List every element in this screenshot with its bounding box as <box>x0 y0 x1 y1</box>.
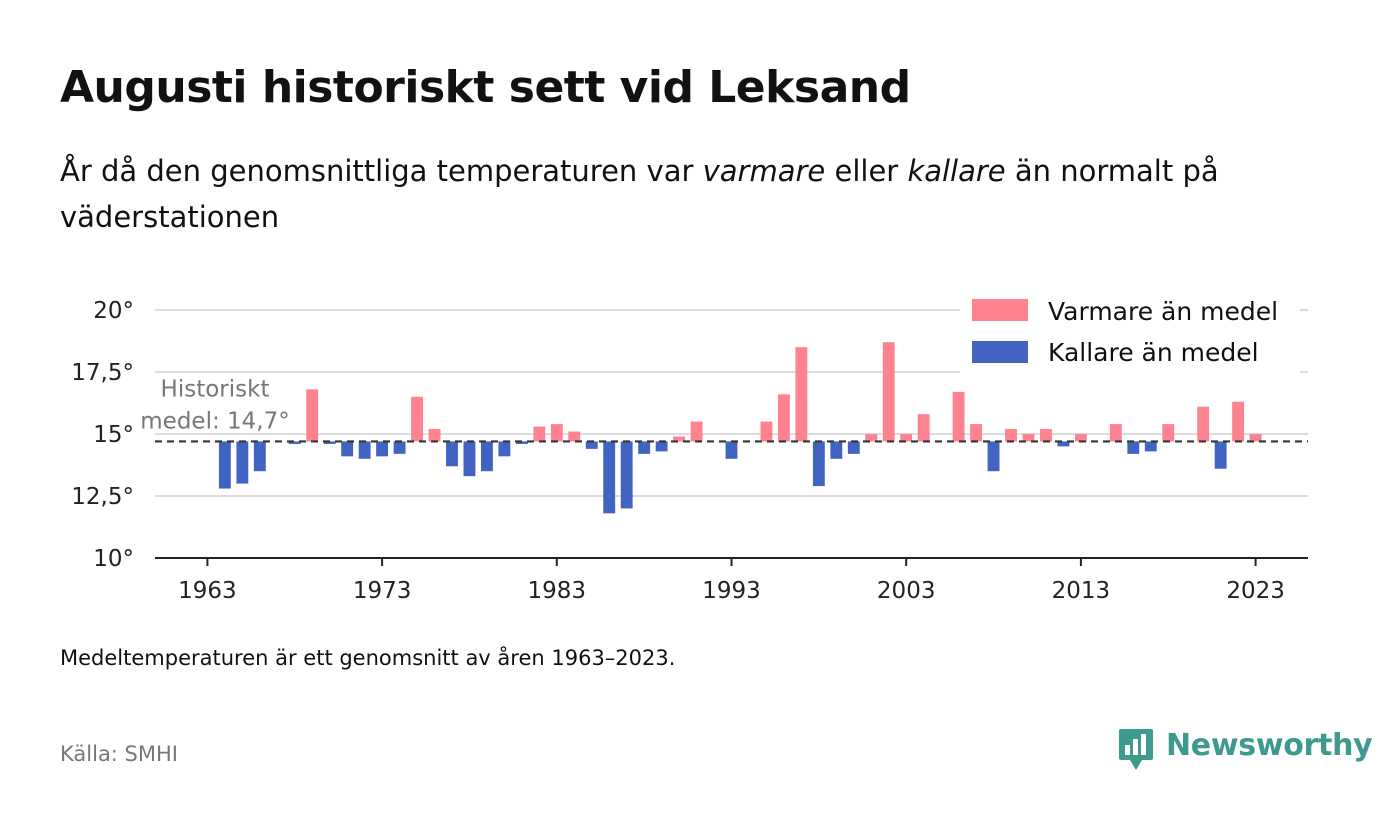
legend-label-warmer: Varmare än medel <box>1048 297 1278 326</box>
bar-2016 <box>1127 441 1140 454</box>
subtitle-emphasis-warmer: varmare <box>702 154 826 188</box>
bar-1996 <box>777 394 790 442</box>
bars <box>218 342 1262 514</box>
y-tick-label: 12,5° <box>71 484 134 510</box>
bar-2021 <box>1214 441 1227 469</box>
x-tick-label: 1973 <box>353 578 412 604</box>
legend-label-colder: Kallare än medel <box>1048 338 1259 367</box>
chart-title: Augusti historiskt sett vid Leksand <box>60 62 911 113</box>
bar-2011 <box>1040 429 1052 442</box>
bar-1985 <box>585 441 598 449</box>
bar-2006 <box>952 391 965 442</box>
bar-2001 <box>865 434 878 442</box>
x-tick-label: 2023 <box>1226 578 1285 604</box>
bar-2008 <box>987 441 1000 472</box>
bar-1971 <box>341 441 354 457</box>
x-tick-label: 2013 <box>1052 578 1111 604</box>
newsworthy-logo-text: Newsworthy <box>1166 728 1373 763</box>
bar-1993 <box>725 441 738 459</box>
bar-1981 <box>515 441 528 444</box>
bar-1978 <box>463 441 476 477</box>
y-axis-ticks: 10° 12,5° 15° 17,5° 20° <box>71 298 134 572</box>
newsworthy-logo[interactable]: Newsworthy <box>1118 728 1373 772</box>
baseline-annotation-line-2: medel: 14,7° <box>140 408 289 434</box>
bar-2010 <box>1022 434 1035 442</box>
subtitle-emphasis-colder: kallare <box>907 154 1006 188</box>
bar-1990 <box>673 436 686 442</box>
x-tick-label: 1983 <box>528 578 587 604</box>
bar-1988 <box>638 441 651 454</box>
bar-2003 <box>900 434 913 442</box>
y-tick-label: 15° <box>93 422 134 448</box>
bar-2009 <box>1005 429 1017 442</box>
bar-1975 <box>411 396 423 442</box>
bar-1980 <box>498 441 511 457</box>
bar-1997 <box>795 347 808 442</box>
bar-1970 <box>323 441 336 444</box>
bar-2004 <box>917 414 930 442</box>
bar-1999 <box>830 441 843 459</box>
newsworthy-logo-icon <box>1119 729 1153 770</box>
bar-1973 <box>376 441 389 457</box>
subtitle-text-3: än normalt på väderstationen <box>60 154 1219 234</box>
bar-2007 <box>970 424 983 442</box>
bar-1976 <box>428 429 441 442</box>
bar-2012 <box>1057 441 1070 447</box>
bar-2018 <box>1162 424 1175 442</box>
bar-2023 <box>1249 434 1262 442</box>
bar-2020 <box>1197 406 1210 442</box>
bar-1977 <box>446 441 458 467</box>
baseline-annotation-line-1: Historiskt <box>161 376 270 402</box>
y-tick-label: 17,5° <box>71 360 134 386</box>
bar-1991 <box>690 421 703 442</box>
bar-1966 <box>253 441 266 472</box>
x-tick-label: 1963 <box>178 578 237 604</box>
bar-1998 <box>812 441 825 487</box>
bar-2022 <box>1232 401 1245 442</box>
bar-2017 <box>1144 441 1157 452</box>
bar-2002 <box>882 342 895 442</box>
bar-1965 <box>236 441 249 484</box>
bar-2013 <box>1074 434 1087 442</box>
subtitle-text-1: År då den genomsnittliga temperaturen va… <box>60 154 703 188</box>
bar-1986 <box>603 441 616 514</box>
x-axis-ticks: 1963 1973 1983 1993 2003 2013 2023 <box>178 558 1285 604</box>
bar-1979 <box>480 441 493 472</box>
bar-1989 <box>655 441 668 452</box>
bar-2000 <box>847 441 860 454</box>
chart-subtitle: År då den genomsnittliga temperaturen va… <box>60 148 1290 240</box>
bar-1964 <box>218 441 231 489</box>
bar-1984 <box>568 431 581 442</box>
bar-1972 <box>358 441 371 459</box>
legend-swatch-colder <box>972 341 1028 363</box>
bar-2015 <box>1109 424 1122 442</box>
footnote: Medeltemperaturen är ett genomsnitt av å… <box>60 646 676 670</box>
x-tick-label: 1993 <box>702 578 761 604</box>
x-tick-label: 2003 <box>877 578 936 604</box>
bar-1995 <box>760 421 773 442</box>
y-tick-label: 20° <box>93 298 134 324</box>
bar-1969 <box>306 389 319 442</box>
bar-1987 <box>620 441 633 509</box>
legend: Varmare än medel Kallare än medel <box>960 286 1300 374</box>
y-tick-label: 10° <box>93 546 134 572</box>
bar-1982 <box>533 426 546 442</box>
bar-1983 <box>550 424 563 442</box>
bar-1968 <box>288 441 301 444</box>
source-label: Källa: SMHI <box>60 742 178 766</box>
legend-swatch-warmer <box>972 299 1028 321</box>
subtitle-text-2: eller <box>825 154 908 188</box>
bar-1974 <box>393 441 406 454</box>
